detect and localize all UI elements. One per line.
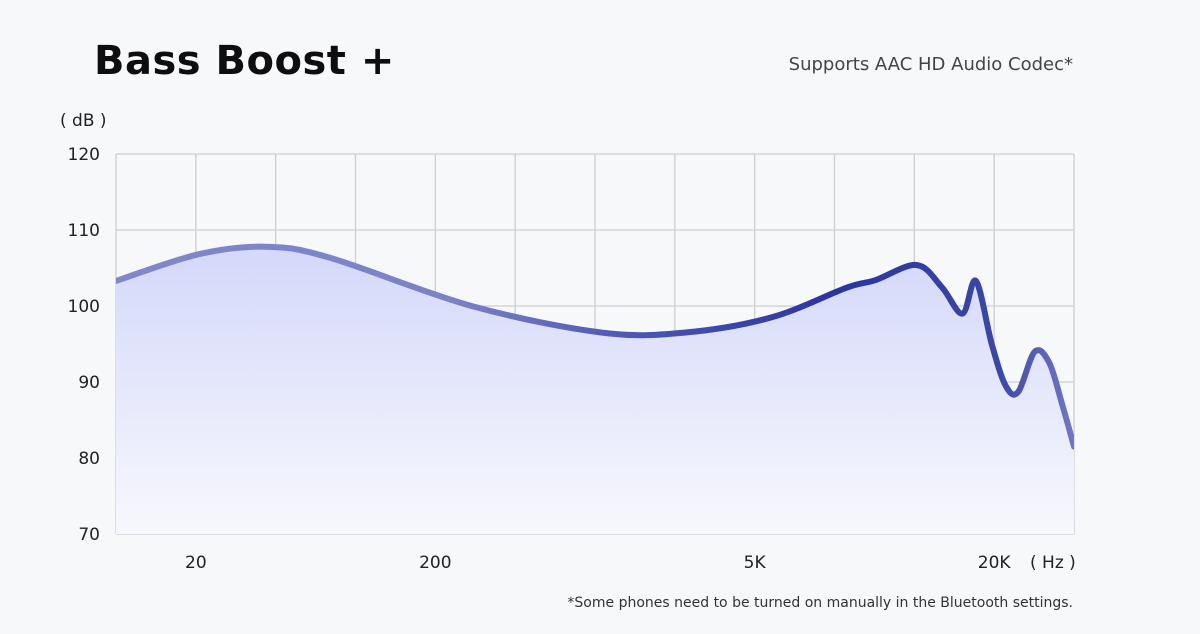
x-tick-label: 200 [419,553,451,573]
y-tick-label: 90 [78,373,100,393]
response-area-fill [116,246,1074,534]
x-tick-label: 20 [185,553,207,573]
y-axis-label: ( dB ) [60,111,107,131]
y-tick-label: 110 [68,221,100,241]
codec-subtitle: Supports AAC HD Audio Codec* [788,54,1073,75]
x-tick-label: 5K [744,553,767,573]
x-axis-ticks: 20 200 5K 20K [185,553,1011,573]
y-tick-label: 70 [78,525,100,545]
y-tick-label: 100 [68,297,100,317]
response-curve [116,243,1074,450]
y-tick-label: 80 [78,449,100,469]
chart-title: Bass Boost + [94,38,395,84]
footnote: *Some phones need to be turned on manual… [567,595,1073,611]
y-axis-ticks: 70 80 90 100 110 120 [68,145,100,545]
x-axis-unit-label: ( Hz ) [1030,553,1076,573]
y-tick-label: 120 [68,145,100,165]
x-tick-label: 20K [978,553,1012,573]
